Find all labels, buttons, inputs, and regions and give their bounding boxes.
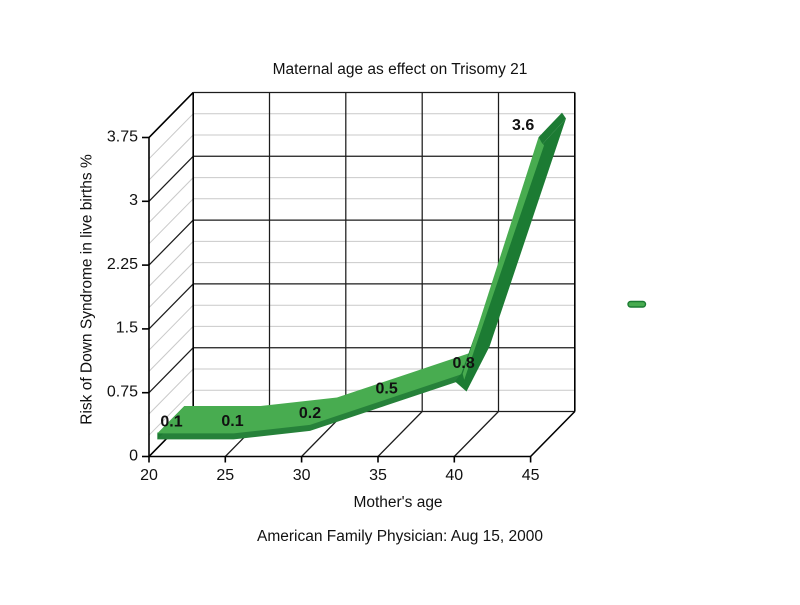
svg-text:35: 35 <box>369 467 387 484</box>
svg-text:45: 45 <box>522 467 540 484</box>
svg-text:0.5: 0.5 <box>375 380 397 397</box>
svg-text:3.75: 3.75 <box>107 128 138 145</box>
svg-text:0.2: 0.2 <box>299 405 321 422</box>
svg-text:0.75: 0.75 <box>107 384 138 401</box>
svg-text:3: 3 <box>129 192 138 209</box>
svg-text:Maternal age as effect on Tris: Maternal age as effect on Trisomy 21 <box>273 61 528 78</box>
svg-text:40: 40 <box>445 467 463 484</box>
svg-text:30: 30 <box>293 467 311 484</box>
svg-text:2.25: 2.25 <box>107 256 138 273</box>
svg-text:Mother's age: Mother's age <box>353 494 442 511</box>
svg-text:0.1: 0.1 <box>221 413 243 430</box>
svg-text:25: 25 <box>216 467 234 484</box>
svg-text:0.1: 0.1 <box>160 414 182 431</box>
svg-text:Risk of Down Syndrome in live: Risk of Down Syndrome in live births % <box>79 154 96 425</box>
svg-text:American Family Physician: Aug: American Family Physician: Aug 15, 2000 <box>257 528 543 545</box>
svg-text:0: 0 <box>129 447 138 464</box>
svg-text:20: 20 <box>140 467 158 484</box>
svg-text:0.8: 0.8 <box>452 355 474 372</box>
svg-text:1.5: 1.5 <box>116 320 138 337</box>
svg-text:3.6: 3.6 <box>512 117 534 134</box>
